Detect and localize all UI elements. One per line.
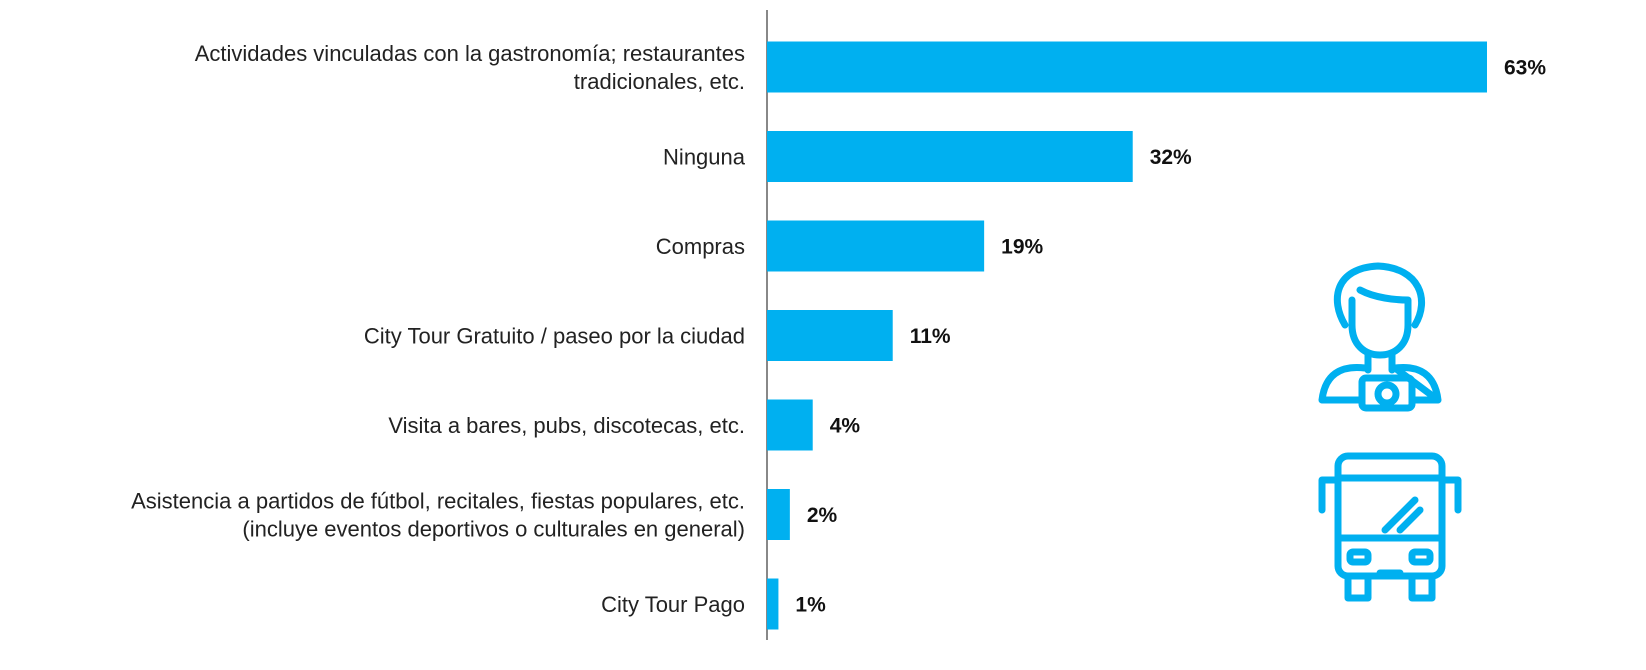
category-label: Visita a bares, pubs, discotecas, etc. <box>388 413 745 438</box>
value-label: 11% <box>910 325 951 348</box>
category-label: Actividades vinculadas con la gastronomí… <box>195 41 745 94</box>
value-label: 1% <box>795 594 826 617</box>
value-label: 32% <box>1150 146 1192 169</box>
bus-icon <box>1318 452 1462 602</box>
category-label: City Tour Gratuito / paseo por la ciudad <box>364 324 745 349</box>
category-label: Ninguna <box>663 145 746 170</box>
bar <box>767 578 779 630</box>
category-label: Asistencia a partidos de fútbol, recital… <box>131 489 745 542</box>
bar <box>767 220 985 272</box>
bar <box>767 399 813 451</box>
bar <box>767 41 1487 93</box>
bar <box>767 489 790 540</box>
value-label: 2% <box>807 504 838 527</box>
bar <box>767 131 1133 182</box>
category-label: City Tour Pago <box>601 592 745 617</box>
tourist-icon <box>1318 262 1442 412</box>
value-label: 63% <box>1504 57 1546 80</box>
category-label: Compras <box>656 234 745 259</box>
value-label: 19% <box>1001 236 1043 259</box>
bar <box>767 310 893 361</box>
value-label: 4% <box>830 415 861 438</box>
